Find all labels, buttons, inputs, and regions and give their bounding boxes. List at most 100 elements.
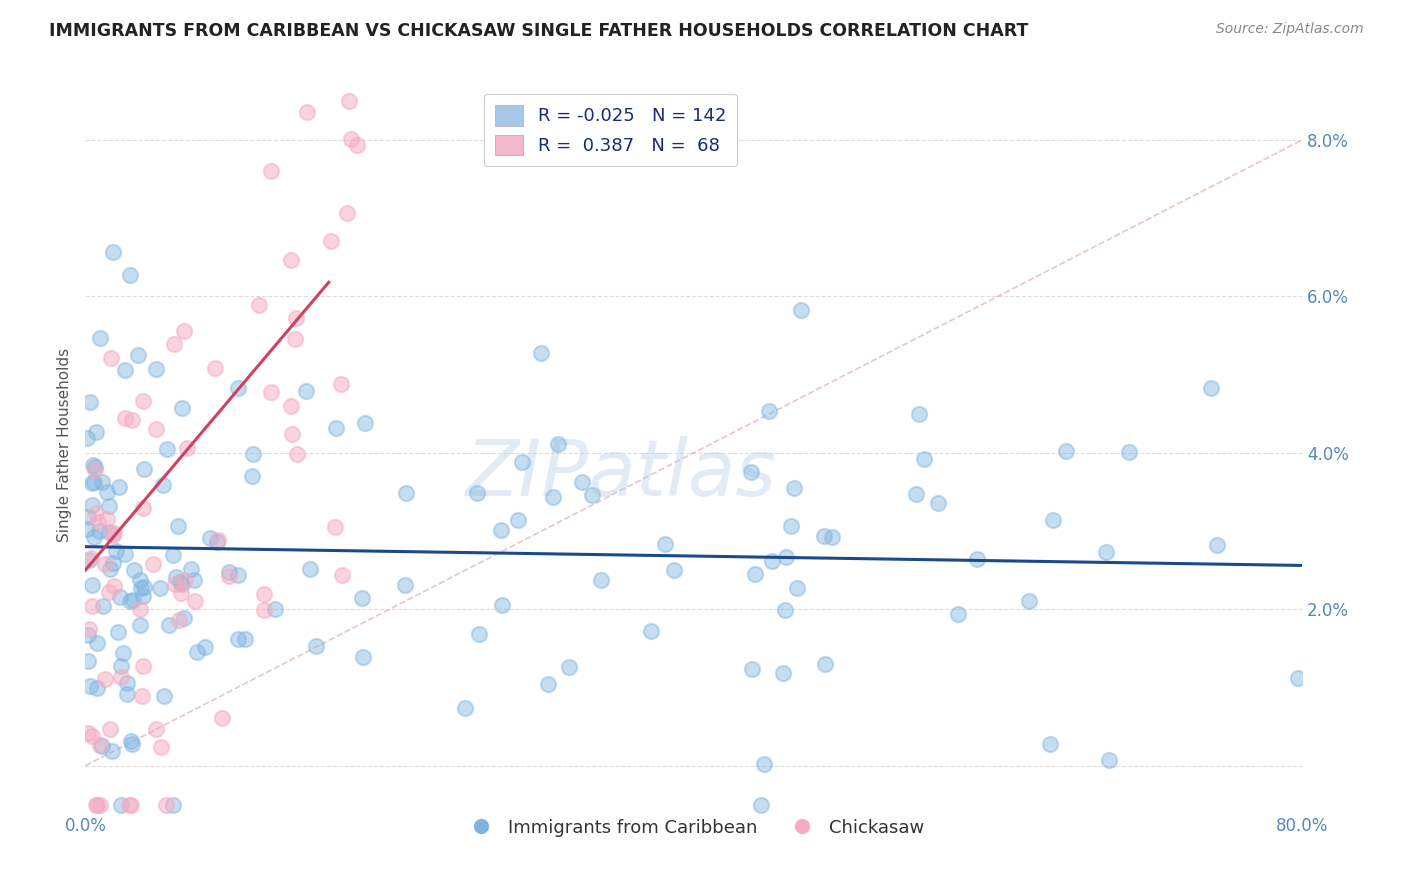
- Point: [93, 599, 115, 613]
- Point: [1098, 753, 1121, 767]
- Point: [76, 431, 98, 445]
- Point: [467, 486, 489, 500]
- Point: [98, 525, 121, 540]
- Point: [468, 627, 491, 641]
- Point: [77, 553, 100, 567]
- Point: [1095, 545, 1118, 559]
- Point: [260, 384, 283, 399]
- Point: [122, 592, 145, 607]
- Point: [101, 557, 124, 571]
- Point: [134, 461, 156, 475]
- Point: [325, 421, 347, 435]
- Point: [100, 351, 122, 365]
- Point: [966, 552, 988, 566]
- Point: [132, 394, 155, 409]
- Point: [82, 578, 104, 592]
- Point: [1042, 514, 1064, 528]
- Point: [114, 363, 136, 377]
- Point: [101, 743, 124, 757]
- Point: [330, 568, 353, 582]
- Point: [183, 573, 205, 587]
- Point: [76, 510, 98, 524]
- Point: [129, 581, 152, 595]
- Point: [761, 554, 783, 568]
- Point: [654, 536, 676, 550]
- Point: [111, 646, 134, 660]
- Point: [204, 360, 226, 375]
- Point: [83, 475, 105, 489]
- Point: [167, 613, 190, 627]
- Point: [170, 586, 193, 600]
- Point: [132, 500, 155, 515]
- Point: [149, 739, 172, 754]
- Point: [394, 578, 416, 592]
- Point: [284, 311, 307, 326]
- Point: [813, 529, 835, 543]
- Point: [132, 589, 155, 603]
- Point: [1118, 445, 1140, 459]
- Point: [117, 676, 139, 690]
- Text: ZIPatlas: ZIPatlas: [465, 436, 776, 512]
- Point: [121, 413, 143, 427]
- Point: [741, 662, 763, 676]
- Point: [84, 506, 107, 520]
- Point: [912, 451, 935, 466]
- Point: [118, 797, 141, 812]
- Point: [740, 465, 762, 479]
- Point: [295, 104, 318, 119]
- Point: [907, 407, 929, 421]
- Point: [76, 726, 98, 740]
- Point: [157, 618, 180, 632]
- Point: [264, 602, 287, 616]
- Point: [814, 657, 837, 672]
- Point: [744, 567, 766, 582]
- Point: [510, 455, 533, 469]
- Point: [155, 442, 177, 456]
- Point: [211, 711, 233, 725]
- Point: [145, 723, 167, 737]
- Point: [83, 459, 105, 474]
- Point: [96, 484, 118, 499]
- Point: [166, 519, 188, 533]
- Point: [280, 399, 302, 413]
- Point: [350, 591, 373, 605]
- Point: [91, 475, 114, 490]
- Point: [89, 739, 111, 753]
- Point: [122, 563, 145, 577]
- Point: [749, 797, 772, 812]
- Point: [170, 576, 193, 591]
- Point: [110, 797, 132, 812]
- Point: [132, 658, 155, 673]
- Point: [173, 610, 195, 624]
- Point: [108, 590, 131, 604]
- Point: [571, 475, 593, 489]
- Point: [132, 580, 155, 594]
- Point: [152, 478, 174, 492]
- Point: [298, 562, 321, 576]
- Point: [110, 659, 132, 673]
- Point: [115, 687, 138, 701]
- Point: [82, 458, 104, 472]
- Point: [176, 442, 198, 456]
- Point: [96, 512, 118, 526]
- Point: [775, 549, 797, 564]
- Point: [218, 568, 240, 582]
- Point: [339, 131, 361, 145]
- Point: [107, 625, 129, 640]
- Point: [640, 624, 662, 639]
- Point: [758, 403, 780, 417]
- Point: [821, 530, 844, 544]
- Point: [773, 603, 796, 617]
- Point: [162, 797, 184, 812]
- Point: [904, 487, 927, 501]
- Point: [207, 533, 229, 548]
- Point: [110, 670, 132, 684]
- Point: [280, 253, 302, 268]
- Point: [218, 566, 240, 580]
- Point: [165, 569, 187, 583]
- Point: [82, 599, 104, 614]
- Point: [80, 498, 103, 512]
- Y-axis label: Single Father Households: Single Father Households: [58, 348, 72, 542]
- Point: [129, 602, 152, 616]
- Point: [104, 544, 127, 558]
